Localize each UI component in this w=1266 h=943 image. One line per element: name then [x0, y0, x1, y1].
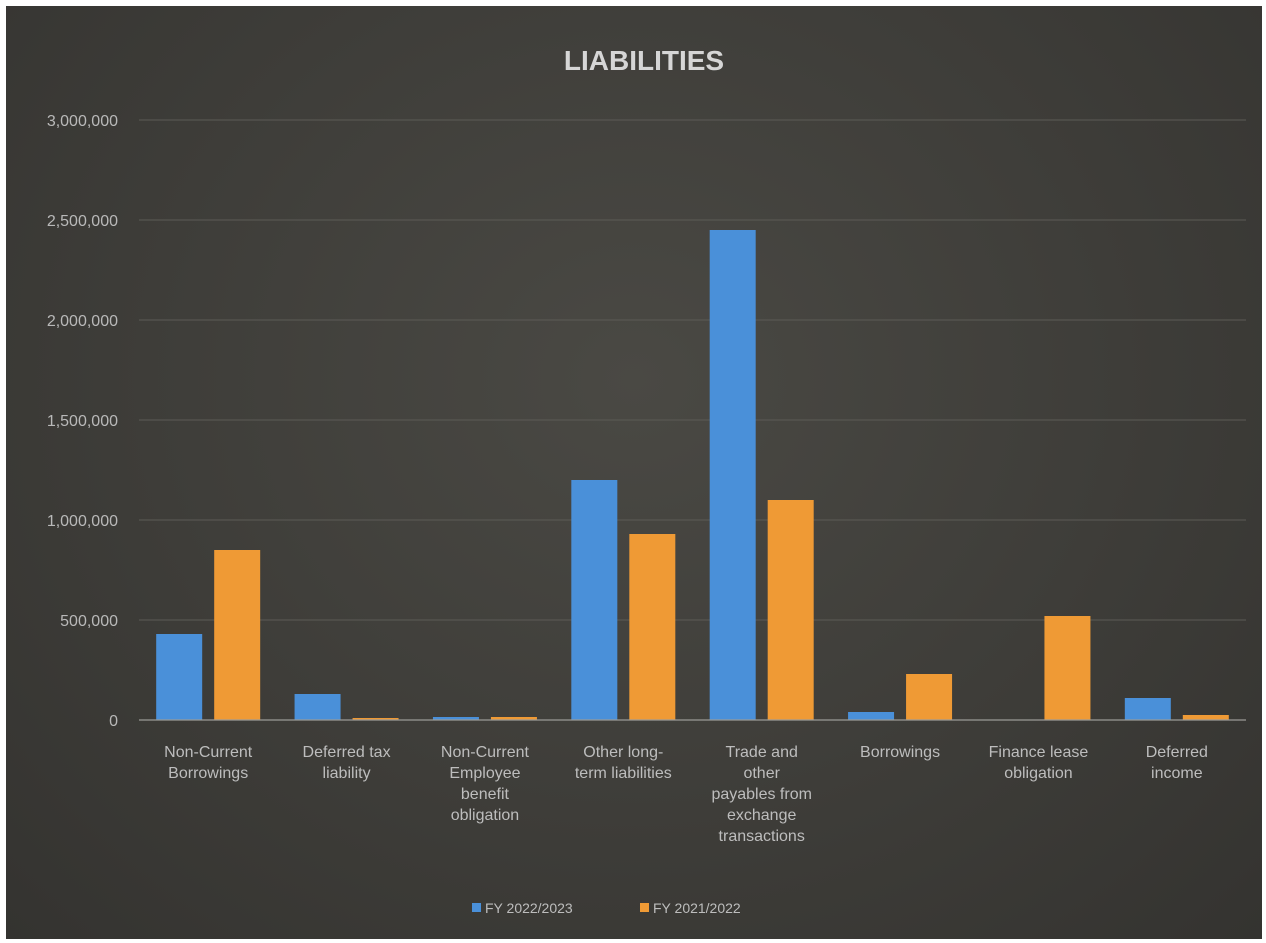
y-tick-label: 500,000 [60, 613, 118, 630]
legend: FY 2022/2023 FY 2021/2022 [472, 900, 741, 916]
legend-label: FY 2021/2022 [653, 900, 741, 916]
bar-fy-2021-2022 [906, 674, 953, 720]
y-tick-label: 3,000,000 [47, 113, 118, 130]
legend-swatch [472, 903, 481, 912]
bar-fy-2022-2023 [848, 712, 895, 720]
bar-fy-2021-2022 [490, 717, 537, 720]
bar-fy-2021-2022 [1182, 715, 1229, 720]
x-category-label: Non-Current Employee benefit obligation [441, 744, 530, 824]
bar-fy-2021-2022 [767, 500, 814, 720]
x-axis-category-labels: Non-Current Borrowings Deferred tax liabili… [164, 744, 1208, 845]
y-tick-label: 1,500,000 [47, 413, 118, 430]
y-axis-ticks: 0 500,000 1,000,000 1,500,000 2,000,000 2,500… [47, 113, 118, 730]
legend-swatch [640, 903, 649, 912]
x-category-label: Finance lease obligation [989, 744, 1089, 782]
chart-panel: LIABILITIES 0 500,000 1,000,000 1,500,000 2,… [6, 6, 1262, 939]
bar-fy-2022-2023 [294, 694, 341, 720]
x-category-label: Other long-term liabilities [575, 744, 672, 782]
liabilities-bar-chart: LIABILITIES 0 500,000 1,000,000 1,500,000 2,… [47, 45, 1246, 916]
y-tick-label: 2,500,000 [47, 213, 118, 230]
bar-fy-2021-2022 [629, 534, 676, 720]
x-category-label: Trade and other payables from exchange trans… [711, 744, 812, 845]
x-category-label: Deferred income [1146, 744, 1208, 782]
gridlines [139, 119, 1246, 621]
x-category-label: Borrowings [860, 744, 940, 761]
bar-fy-2021-2022 [1044, 616, 1091, 720]
bar-fy-2022-2023 [1124, 698, 1171, 720]
x-category-label: Non-Current Borrowings [164, 744, 253, 782]
y-tick-label: 0 [109, 713, 118, 730]
y-tick-label: 1,000,000 [47, 513, 118, 530]
chart-title: LIABILITIES [564, 45, 724, 76]
y-tick-label: 2,000,000 [47, 313, 118, 330]
legend-label: FY 2022/2023 [485, 900, 573, 916]
x-category-label: Deferred tax liability [303, 744, 391, 782]
bar-fy-2022-2023 [432, 717, 479, 720]
bar-fy-2021-2022 [214, 550, 261, 720]
bars [156, 230, 1229, 720]
bar-fy-2021-2022 [352, 718, 399, 720]
bar-fy-2022-2023 [571, 480, 618, 720]
bar-fy-2022-2023 [709, 230, 756, 720]
bar-fy-2022-2023 [156, 634, 203, 720]
